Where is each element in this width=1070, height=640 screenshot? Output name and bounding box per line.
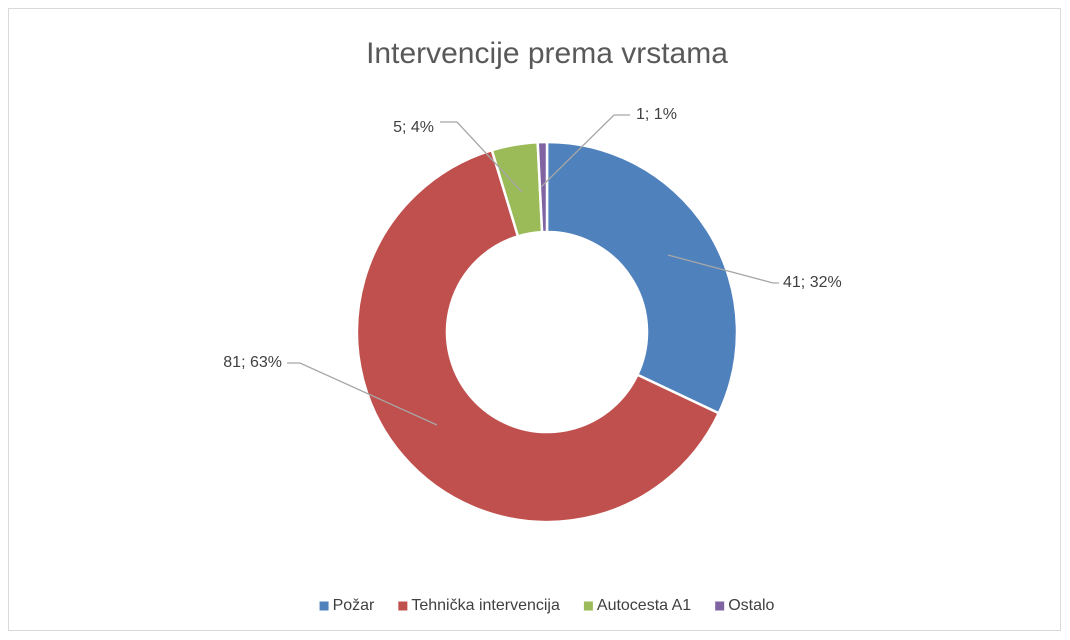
legend-label: Tehnička intervencija — [411, 597, 560, 614]
leader-line — [667, 254, 779, 284]
legend-swatch — [583, 601, 593, 611]
leader-line — [540, 114, 630, 188]
legend-swatch — [715, 601, 725, 611]
leader-line — [287, 362, 438, 426]
chart-title: Intervencije prema vrstama — [366, 37, 728, 70]
legend-label: Autocesta A1 — [597, 597, 691, 614]
data-label: 5; 4% — [393, 119, 434, 136]
legend-label: Ostalo — [728, 597, 774, 614]
legend-swatch — [398, 601, 408, 611]
donut-slice — [545, 140, 739, 415]
legend-swatch — [319, 601, 329, 611]
data-label: 81; 63% — [223, 354, 282, 371]
chart-frame — [8, 8, 1061, 631]
data-label: 41; 32% — [783, 274, 842, 291]
donut-slice — [355, 148, 721, 524]
leader-line — [440, 121, 523, 193]
donut-slice — [536, 140, 549, 234]
legend-label: Požar — [333, 597, 375, 614]
data-label: 1; 1% — [636, 106, 677, 123]
